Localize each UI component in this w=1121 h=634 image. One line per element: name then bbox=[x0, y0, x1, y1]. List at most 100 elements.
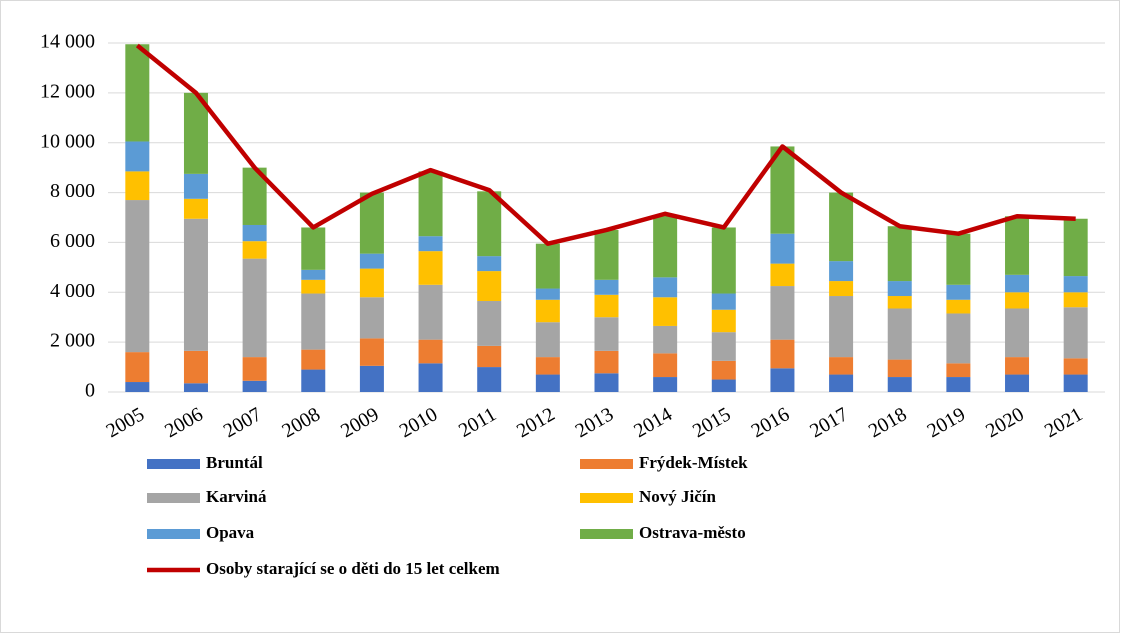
bar-segment bbox=[887, 377, 912, 392]
legend-label: Opava bbox=[206, 523, 255, 542]
bar-segment bbox=[594, 229, 619, 280]
bar-segment bbox=[301, 227, 326, 270]
bar-segment bbox=[770, 233, 795, 264]
bar-segment bbox=[946, 377, 971, 392]
line-series bbox=[135, 43, 1076, 246]
bar-segment bbox=[594, 350, 619, 374]
bar-segment bbox=[242, 224, 267, 242]
legend-label: Frýdek-Místek bbox=[639, 453, 748, 472]
bar-segment bbox=[301, 293, 326, 350]
bar-segment bbox=[946, 284, 971, 300]
bar-segment bbox=[887, 296, 912, 309]
bar-segment bbox=[829, 357, 854, 375]
bar-segment bbox=[711, 309, 736, 333]
bar-segment bbox=[359, 297, 384, 339]
bar-segment bbox=[829, 374, 854, 392]
bar-segment bbox=[594, 279, 619, 295]
legend-swatch bbox=[580, 529, 633, 539]
bar-segment bbox=[946, 363, 971, 378]
legend-label: Osoby starající se o děti do 15 let celk… bbox=[206, 559, 500, 578]
bar-segment bbox=[359, 338, 384, 366]
bar-segment bbox=[711, 227, 736, 294]
bar-segment bbox=[125, 200, 150, 353]
bar-segment bbox=[1005, 292, 1030, 309]
legend-swatch bbox=[147, 529, 200, 539]
bar-segment bbox=[711, 293, 736, 310]
bar-segment bbox=[1005, 308, 1030, 358]
y-tick-label: 8 000 bbox=[50, 180, 95, 202]
bar-segment bbox=[829, 296, 854, 358]
bar-segment bbox=[1063, 358, 1088, 375]
bar-segment bbox=[535, 374, 560, 392]
bar-segment bbox=[829, 281, 854, 297]
bar-segment bbox=[418, 171, 443, 237]
bar-segment bbox=[711, 332, 736, 361]
bar-segment bbox=[183, 198, 208, 219]
bar-segment bbox=[535, 322, 560, 358]
bar-segment bbox=[242, 241, 267, 259]
legend-label: Ostrava-město bbox=[639, 523, 746, 542]
bar-segment bbox=[359, 365, 384, 392]
bar-segment bbox=[418, 284, 443, 340]
bar-segment bbox=[770, 263, 795, 287]
bar-segment bbox=[946, 313, 971, 364]
bar-segment bbox=[1005, 357, 1030, 375]
bar-segment bbox=[477, 345, 502, 368]
bar-segment bbox=[477, 271, 502, 302]
bar-segment bbox=[711, 360, 736, 380]
bar-segment bbox=[946, 233, 971, 285]
bar-segment bbox=[887, 308, 912, 360]
legend-swatch bbox=[147, 459, 200, 469]
bar-segment bbox=[301, 269, 326, 280]
bar-segment bbox=[653, 325, 678, 354]
bar-segment bbox=[770, 286, 795, 340]
bar-segment bbox=[418, 251, 443, 285]
bar-segment bbox=[1063, 292, 1088, 308]
bar-segment bbox=[418, 339, 443, 364]
bar-segment bbox=[711, 379, 736, 392]
bar-segment bbox=[535, 357, 560, 375]
bar-segment bbox=[770, 339, 795, 369]
y-tick-label: 10 000 bbox=[40, 130, 95, 152]
bar-segment bbox=[594, 373, 619, 392]
bar-segment bbox=[653, 277, 678, 298]
legend-swatch bbox=[147, 493, 200, 503]
bar-segment bbox=[242, 357, 267, 381]
bar-segment bbox=[1063, 218, 1088, 277]
legend-swatch bbox=[580, 459, 633, 469]
bar-segment bbox=[125, 141, 150, 172]
bar-segment bbox=[653, 377, 678, 392]
bar-segment bbox=[1005, 374, 1030, 392]
bar-segment bbox=[535, 288, 560, 300]
legend-label: Nový Jičín bbox=[639, 487, 717, 506]
bar-segment bbox=[1063, 307, 1088, 359]
bar-segment bbox=[1063, 374, 1088, 392]
bar-segment bbox=[1063, 276, 1088, 293]
bar-segment bbox=[183, 383, 208, 392]
bar-segment bbox=[183, 173, 208, 199]
bar-segment bbox=[301, 369, 326, 392]
bar-segment bbox=[125, 352, 150, 383]
bar-segment bbox=[829, 261, 854, 282]
bar-segment bbox=[301, 349, 326, 370]
bar-segment bbox=[359, 268, 384, 298]
y-tick-label: 0 bbox=[85, 380, 95, 402]
bar-segment bbox=[359, 253, 384, 269]
bar-segment bbox=[183, 218, 208, 351]
bar-segment bbox=[770, 368, 795, 392]
y-tick-label: 6 000 bbox=[50, 230, 95, 252]
bar-segment bbox=[242, 258, 267, 358]
y-tick-label: 14 000 bbox=[40, 31, 95, 53]
legend-label: Karviná bbox=[206, 487, 267, 506]
bar-segment bbox=[242, 380, 267, 392]
bar-segment bbox=[477, 191, 502, 257]
bar-segment bbox=[594, 317, 619, 351]
bar-segment bbox=[359, 192, 384, 254]
bar-segment bbox=[887, 226, 912, 282]
bar-segment bbox=[477, 256, 502, 272]
legend-swatch bbox=[580, 493, 633, 503]
bar-segment bbox=[418, 363, 443, 392]
bar-segment bbox=[125, 171, 150, 201]
